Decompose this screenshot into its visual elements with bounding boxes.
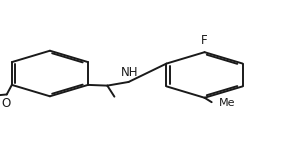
Text: F: F xyxy=(201,34,208,47)
Text: O: O xyxy=(1,97,11,110)
Text: NH: NH xyxy=(121,66,139,79)
Text: Me: Me xyxy=(219,98,235,108)
